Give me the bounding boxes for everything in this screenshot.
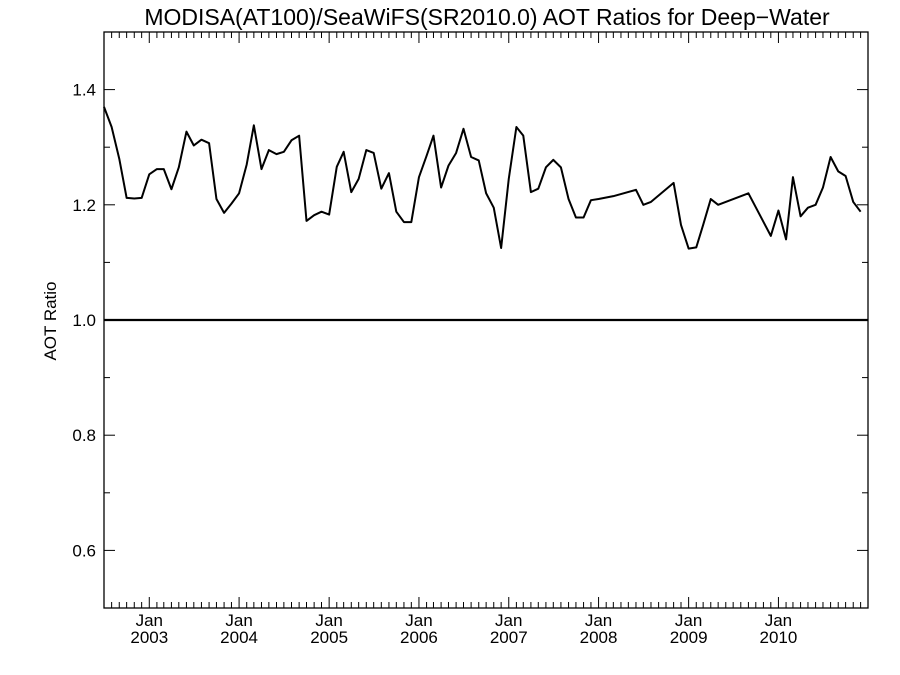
x-tick-label-month: Jan [225,611,252,630]
series-layer [103,106,862,250]
x-tick-label-month: Jan [315,611,342,630]
y-tick-label: 0.6 [72,541,96,560]
y-tick-label: 0.8 [72,426,96,445]
x-tick-label-year: 2005 [310,628,348,647]
x-tick-label-month: Jan [765,611,792,630]
tick-label-layer: 0.60.81.01.21.4Jan2003Jan2004Jan2005Jan2… [72,81,797,647]
y-tick-label: 1.4 [72,81,96,100]
x-tick-label-year: 2009 [670,628,708,647]
x-tick-label-year: 2006 [400,628,438,647]
x-tick-label-year: 2004 [220,628,258,647]
y-tick-label: 1.0 [72,311,96,330]
chart-title: MODISA(AT100)/SeaWiFS(SR2010.0) AOT Rati… [144,4,830,30]
x-tick-label-year: 2003 [130,628,168,647]
tick-layer [103,31,868,609]
x-tick-label-year: 2007 [490,628,528,647]
x-tick-label-year: 2010 [760,628,798,647]
series-line [103,106,862,250]
x-tick-label-year: 2008 [580,628,618,647]
y-axis-label: AOT Ratio [41,281,60,360]
x-tick-label-month: Jan [495,611,522,630]
x-tick-label-month: Jan [405,611,432,630]
x-tick-label-month: Jan [675,611,702,630]
x-tick-label-month: Jan [136,611,163,630]
y-tick-label: 1.2 [72,196,96,215]
x-tick-label-month: Jan [585,611,612,630]
